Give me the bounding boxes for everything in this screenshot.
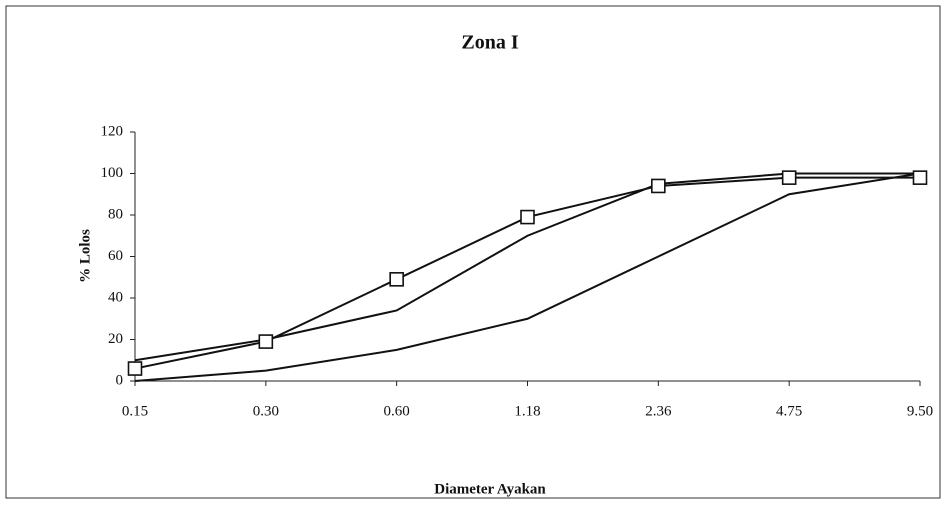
chart-title: Zona I [461, 32, 518, 54]
y-tick-label: 0 [116, 372, 124, 388]
chart-frame [5, 5, 941, 499]
series-marker [127, 361, 143, 376]
y-tick-label: 120 [101, 123, 124, 139]
x-tick-label: 1.18 [514, 403, 540, 419]
x-tick-label: 9.50 [907, 403, 933, 419]
series-marker [520, 209, 535, 225]
series-marker [258, 334, 274, 349]
y-tick-label: 20 [108, 331, 123, 347]
y-tick-label: 40 [108, 289, 123, 305]
x-axis-title: Diameter Ayakan [434, 481, 546, 497]
x-tick-label: 0.15 [122, 403, 148, 419]
series-line [134, 172, 921, 382]
x-tick-label: 0.60 [384, 403, 410, 419]
x-tick-label: 2.36 [645, 403, 672, 419]
series-marker [912, 170, 928, 185]
series-marker [781, 170, 797, 185]
y-tick-label: 80 [108, 206, 123, 222]
series-marker [389, 272, 404, 287]
x-tick-label: 4.75 [776, 403, 802, 419]
y-tick-label: 60 [108, 248, 123, 264]
y-axis-title: % Lolos [77, 229, 93, 283]
series-marker [651, 178, 666, 194]
y-tick-label: 100 [101, 165, 124, 181]
x-tick-label: 0.30 [253, 403, 279, 419]
